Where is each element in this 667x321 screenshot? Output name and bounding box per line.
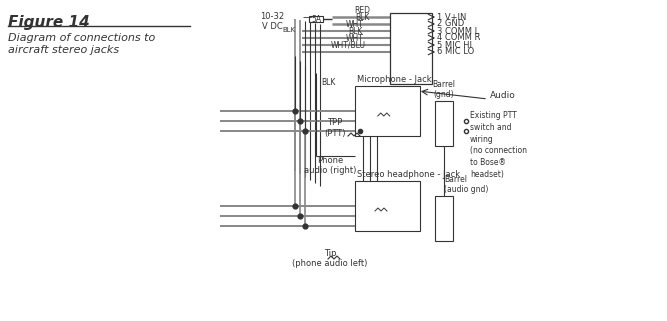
Text: 4 COMM R: 4 COMM R [437,33,480,42]
Text: Barrel
(audio gnd): Barrel (audio gnd) [444,175,488,194]
Text: —: — [302,12,312,22]
Text: Tip
(phone audio left): Tip (phone audio left) [292,249,368,268]
Text: 3 COMM L: 3 COMM L [437,27,480,36]
Text: Barrel
(gnd): Barrel (gnd) [432,80,456,99]
Bar [435,101,453,146]
Text: BLK: BLK [355,13,370,22]
Text: Existing PTT
switch and
wiring
(no connection
to Bose®
headset): Existing PTT switch and wiring (no conne… [470,111,527,179]
Text: Audio: Audio [490,91,516,100]
Text: RED: RED [354,6,370,15]
Bar [355,181,420,231]
Text: BLK: BLK [348,27,362,36]
Text: Diagram of connections to
aircraft stereo jacks: Diagram of connections to aircraft stere… [8,33,155,55]
Text: Stereo headphone - Jack: Stereo headphone - Jack [357,170,460,179]
Bar [435,196,453,241]
Text: TPP
(PTT): TPP (PTT) [324,118,346,138]
Text: 2 GND: 2 GND [437,20,464,29]
Text: Figure 14: Figure 14 [8,15,90,30]
Text: WHT: WHT [346,20,364,29]
Text: Microphone - Jack: Microphone - Jack [357,75,432,84]
Text: 6 MIC LO: 6 MIC LO [437,48,474,56]
Text: 5 MIC HI: 5 MIC HI [437,40,472,49]
Text: WHT: WHT [346,34,364,43]
Text: BLK: BLK [321,78,336,87]
Text: WHT/BLU: WHT/BLU [331,41,366,50]
Bar [390,13,432,84]
Text: 10-32
V DC: 10-32 V DC [260,12,284,31]
Text: Phone
audio (right): Phone audio (right) [303,156,356,175]
Bar [309,16,323,22]
Bar [355,86,420,136]
Text: BLK: BLK [282,27,295,33]
Text: 1 V+IN: 1 V+IN [437,13,466,22]
Text: 5A: 5A [311,14,321,23]
